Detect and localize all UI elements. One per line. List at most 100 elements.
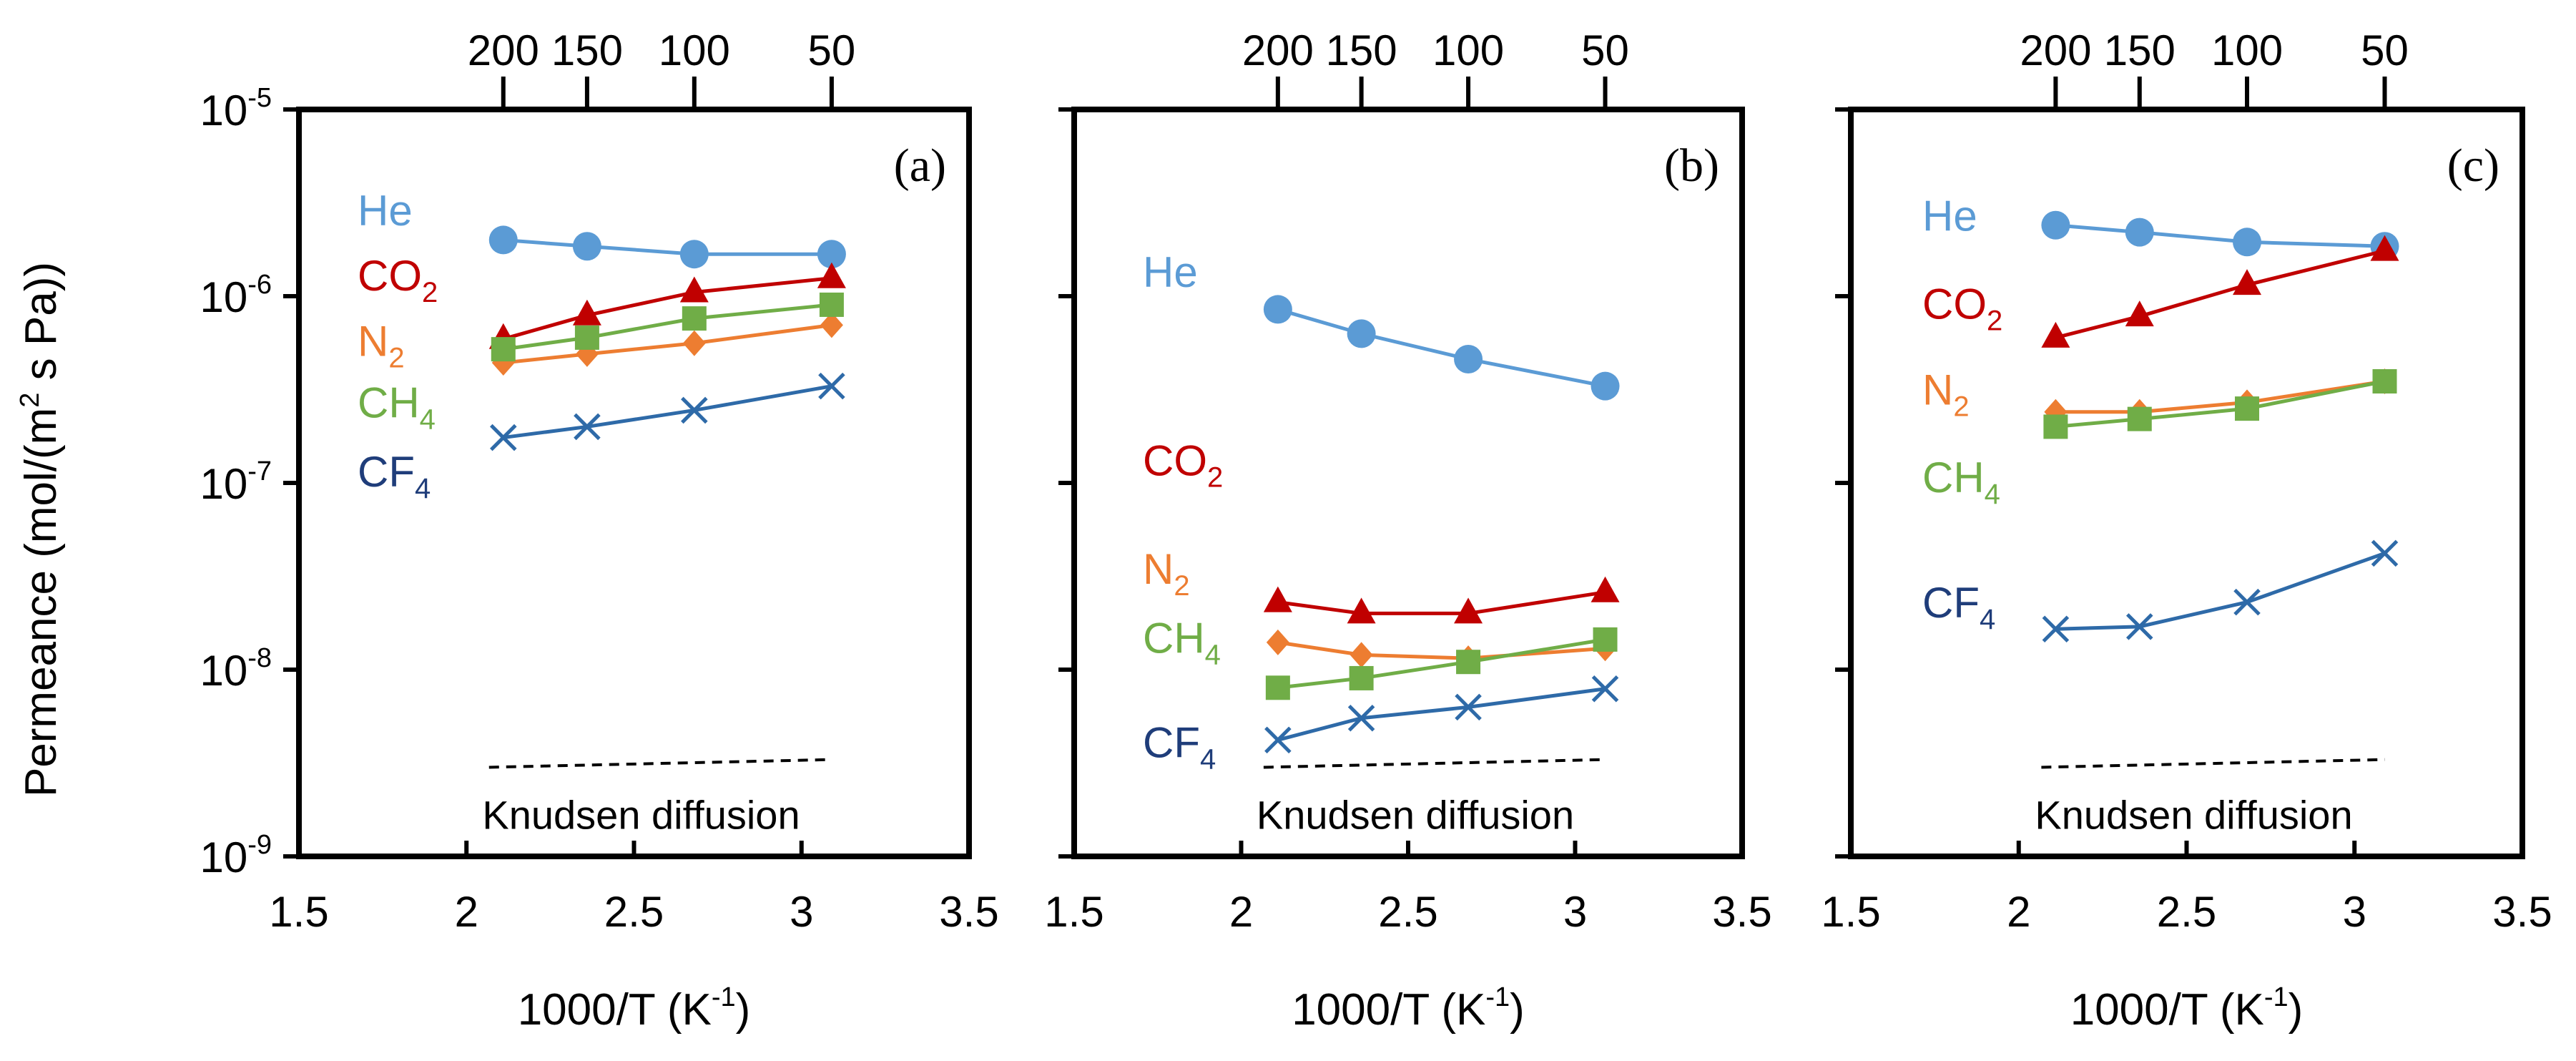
x-tick-label: 2.5	[2157, 888, 2216, 936]
marker-x-stroke	[1455, 693, 1482, 721]
series-line-cf4	[503, 384, 832, 440]
x-tick-label: 3.5	[939, 888, 998, 936]
marker-co2	[1347, 597, 1376, 624]
series-label-ch4: CH4	[1143, 615, 1221, 671]
marker-ch4	[2127, 406, 2152, 431]
series-label-cf4: CF4	[1922, 579, 1995, 635]
y-tick-label: 10-8	[200, 643, 272, 695]
x-tick-label: 2	[1229, 888, 1253, 936]
top-tick-label: 50	[1581, 26, 1629, 74]
panel-tag: (a)	[894, 140, 946, 192]
x-tick-label: 2	[2007, 888, 2030, 936]
marker-he	[1263, 295, 1292, 324]
x-tick-label: 3	[2343, 888, 2366, 936]
series-line-cf4	[2055, 551, 2386, 631]
marker-x-stroke	[1591, 675, 1619, 703]
y-tick-label: 10-7	[200, 456, 272, 508]
marker-x-stroke	[818, 372, 845, 400]
marker-ch4	[1265, 675, 1290, 700]
marker-co2	[1591, 576, 1620, 602]
marker-x-stroke	[1347, 704, 1375, 732]
x-tick-label: 2.5	[1378, 888, 1437, 936]
marker-he	[572, 232, 601, 261]
x-tick-label: 1.5	[269, 888, 328, 936]
series-label-co2: CO2	[1143, 437, 1223, 494]
series-label-he: He	[1922, 192, 1977, 240]
marker-cf4	[574, 413, 601, 441]
x-axis-title: 1000/T (K-1)	[518, 982, 751, 1035]
top-tick-label: 200	[1242, 26, 1314, 74]
marker-cf4	[681, 396, 708, 424]
top-tick-label: 100	[659, 26, 730, 74]
marker-n2	[1350, 642, 1373, 668]
series-label-cf4: CF4	[1143, 719, 1216, 776]
marker-cf4	[1347, 704, 1375, 732]
marker-ch4	[574, 325, 599, 350]
marker-co2	[2041, 321, 2070, 348]
top-tick-label: 200	[2020, 26, 2091, 74]
marker-ch4	[2043, 414, 2068, 439]
x-tick-label: 1.5	[1821, 888, 1880, 936]
x-tick-label: 3.5	[2492, 888, 2552, 936]
marker-co2	[2233, 269, 2262, 295]
series-line-cf4	[1277, 687, 1606, 742]
series-line-co2	[1277, 590, 1606, 615]
knudsen-label: Knudsen diffusion	[1257, 792, 1574, 837]
series-label-ch4: CH4	[358, 379, 436, 436]
marker-cf4	[2233, 588, 2261, 616]
top-tick-label: 100	[1432, 26, 1504, 74]
series-line-co2	[2055, 249, 2386, 340]
marker-co2	[1454, 597, 1483, 624]
marker-ch4	[1349, 665, 1374, 690]
marker-he	[2233, 228, 2262, 257]
marker-he	[1591, 371, 1620, 401]
x-tick-label: 3.5	[1712, 888, 1771, 936]
marker-co2	[572, 299, 601, 326]
marker-cf4	[1591, 675, 1619, 703]
top-tick-label: 150	[2104, 26, 2176, 74]
x-tick-label: 1.5	[1044, 888, 1103, 936]
marker-n2	[820, 312, 843, 338]
marker-x-stroke	[490, 424, 517, 451]
x-tick-label: 3	[790, 888, 813, 936]
series-line-n2	[1277, 640, 1606, 660]
knudsen-line	[2041, 758, 2385, 769]
panel-tag: (b)	[1664, 140, 1719, 192]
x-axis-title: 1000/T (K-1)	[2070, 982, 2304, 1035]
series-label-n2: N2	[1143, 545, 1190, 602]
panel-tag: (c)	[2447, 140, 2499, 192]
marker-x-stroke	[2126, 613, 2153, 640]
series-line-he	[2055, 223, 2385, 248]
series-line-ch4	[2055, 379, 2385, 429]
marker-ch4	[2372, 368, 2397, 393]
series-label-ch4: CH4	[1922, 454, 2000, 510]
chart-panel-2: 1.5 2 2.5 3 3.5 200 150 100 50 1000/T (K-1) (c) Knu…	[1821, 26, 2552, 1035]
marker-x-stroke	[574, 413, 601, 441]
series-line-he	[503, 238, 832, 256]
x-axis-title: 1000/T (K-1)	[1292, 982, 1525, 1035]
series-label-he: He	[358, 187, 413, 235]
x-tick-label: 2	[455, 888, 478, 936]
marker-he	[1454, 345, 1483, 374]
marker-he	[1347, 319, 1376, 348]
marker-he	[2041, 210, 2070, 240]
series-label-he: He	[1143, 248, 1198, 296]
marker-cf4	[1264, 726, 1292, 754]
knudsen-line	[488, 758, 832, 769]
marker-n2	[682, 330, 706, 356]
knudsen-label: Knudsen diffusion	[482, 792, 800, 837]
marker-x-stroke	[2233, 588, 2261, 616]
y-tick-label: 10-6	[200, 270, 272, 321]
marker-n2	[1266, 629, 1289, 655]
marker-cf4	[2371, 539, 2399, 567]
y-axis-title: Permeance (mol/(m2 s Pa))	[15, 262, 66, 797]
marker-he	[679, 240, 709, 269]
marker-co2	[817, 262, 846, 288]
marker-cf4	[2042, 615, 2070, 643]
chart-panel-0: 10-5 10-6 10-7 10-8 10-9 1.5 2 2.5 3 3.5 200 150 100…	[200, 26, 998, 1035]
series-label-cf4: CF4	[358, 448, 431, 504]
marker-he	[2125, 217, 2154, 247]
top-tick-label: 100	[2211, 26, 2283, 74]
